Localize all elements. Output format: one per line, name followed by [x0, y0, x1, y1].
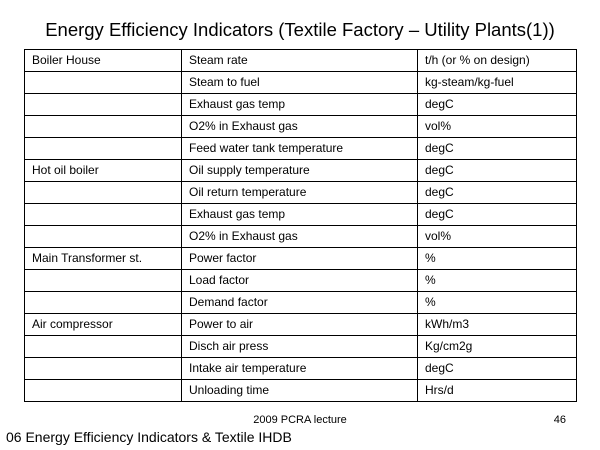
- table-row: Disch air press Kg/cm2g: [24, 335, 577, 358]
- indicator-cell: Disch air press: [181, 335, 418, 358]
- plant-cell: Boiler House: [24, 49, 182, 72]
- table-row: Oil return temperature degC: [24, 181, 577, 204]
- plant-cell: [24, 71, 182, 94]
- footer-caption: 06 Energy Efficiency Indicators & Textil…: [6, 429, 292, 445]
- unit-cell: Hrs/d: [417, 379, 577, 402]
- plant-cell: Air compressor: [24, 313, 182, 336]
- unit-cell: Kg/cm2g: [417, 335, 577, 358]
- indicator-cell: Exhaust gas temp: [181, 93, 418, 116]
- unit-cell: %: [417, 269, 577, 292]
- indicator-cell: Feed water tank temperature: [181, 137, 418, 160]
- indicator-cell: Steam rate: [181, 49, 418, 72]
- table-row: Steam to fuel kg-steam/kg-fuel: [24, 71, 577, 94]
- table-row: Load factor %: [24, 269, 577, 292]
- page-number: 46: [553, 414, 566, 426]
- indicator-cell: Demand factor: [181, 291, 418, 314]
- unit-cell: degC: [417, 159, 577, 182]
- indicator-cell: Exhaust gas temp: [181, 203, 418, 226]
- indicator-cell: Intake air temperature: [181, 357, 418, 380]
- unit-cell: kWh/m3: [417, 313, 577, 336]
- plant-cell: [24, 357, 182, 380]
- indicator-cell: Power to air: [181, 313, 418, 336]
- indicator-cell: Load factor: [181, 269, 418, 292]
- unit-cell: t/h (or % on design): [417, 49, 577, 72]
- plant-cell: [24, 335, 182, 358]
- plant-cell: [24, 225, 182, 248]
- unit-cell: %: [417, 247, 577, 270]
- indicator-cell: O2% in Exhaust gas: [181, 225, 418, 248]
- table-row: Exhaust gas temp degC: [24, 203, 577, 226]
- plant-cell: Main Transformer st.: [24, 247, 182, 270]
- slide-title: Energy Efficiency Indicators (Textile Fa…: [45, 19, 555, 40]
- table-row: Air compressor Power to air kWh/m3: [24, 313, 577, 336]
- table-row: Demand factor %: [24, 291, 577, 314]
- table-row: O2% in Exhaust gas vol%: [24, 225, 577, 248]
- table-row: Intake air temperature degC: [24, 357, 577, 380]
- indicator-cell: Power factor: [181, 247, 418, 270]
- unit-cell: degC: [417, 93, 577, 116]
- unit-cell: degC: [417, 203, 577, 226]
- plant-cell: [24, 93, 182, 116]
- table-row: Hot oil boiler Oil supply temperature de…: [24, 159, 577, 182]
- indicator-cell: O2% in Exhaust gas: [181, 115, 418, 138]
- plant-cell: Hot oil boiler: [24, 159, 182, 182]
- indicator-cell: Steam to fuel: [181, 71, 418, 94]
- table-row: O2% in Exhaust gas vol%: [24, 115, 577, 138]
- plant-cell: [24, 181, 182, 204]
- indicator-cell: Oil supply temperature: [181, 159, 418, 182]
- indicators-table: Boiler House Steam rate t/h (or % on des…: [24, 49, 577, 402]
- unit-cell: kg-steam/kg-fuel: [417, 71, 577, 94]
- plant-cell: [24, 137, 182, 160]
- plant-cell: [24, 203, 182, 226]
- indicator-cell: Unloading time: [181, 379, 418, 402]
- footer-lecture-label: 2009 PCRA lecture: [253, 414, 347, 426]
- plant-cell: [24, 291, 182, 314]
- table-row: Feed water tank temperature degC: [24, 137, 577, 160]
- plant-cell: [24, 115, 182, 138]
- table-row: Main Transformer st. Power factor %: [24, 247, 577, 270]
- unit-cell: vol%: [417, 115, 577, 138]
- indicator-cell: Oil return temperature: [181, 181, 418, 204]
- table-row: Exhaust gas temp degC: [24, 93, 577, 116]
- table-row: Unloading time Hrs/d: [24, 379, 577, 402]
- plant-cell: [24, 379, 182, 402]
- unit-cell: %: [417, 291, 577, 314]
- indicators-table-body: Boiler House Steam rate t/h (or % on des…: [24, 49, 577, 402]
- plant-cell: [24, 269, 182, 292]
- unit-cell: degC: [417, 137, 577, 160]
- table-row: Boiler House Steam rate t/h (or % on des…: [24, 49, 577, 72]
- unit-cell: degC: [417, 357, 577, 380]
- unit-cell: degC: [417, 181, 577, 204]
- unit-cell: vol%: [417, 225, 577, 248]
